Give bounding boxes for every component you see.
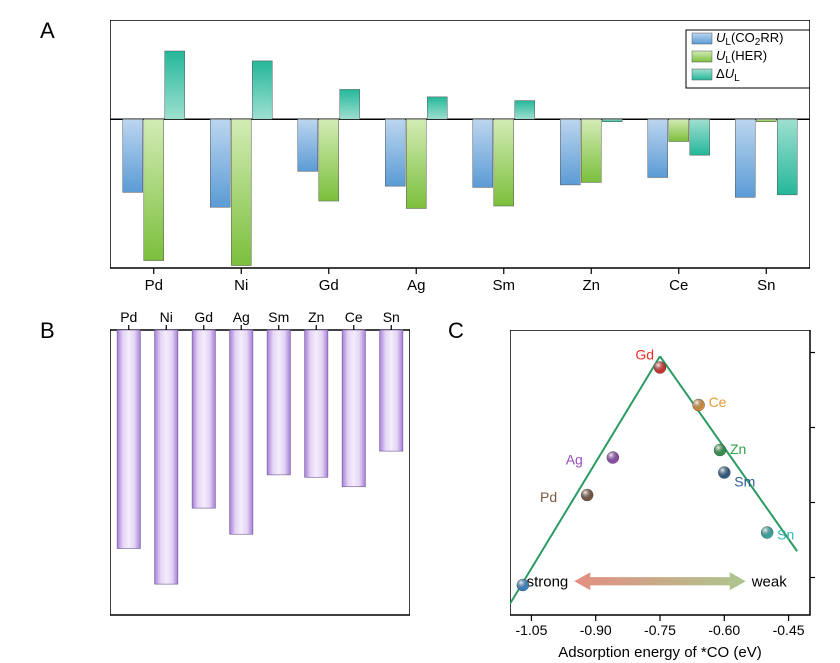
svg-text:Sn: Sn bbox=[777, 527, 794, 543]
bar bbox=[155, 330, 178, 584]
svg-text:Ce: Ce bbox=[709, 394, 727, 410]
svg-text:-0.90: -0.90 bbox=[580, 622, 612, 638]
svg-text:Pd: Pd bbox=[145, 277, 163, 294]
scatter-point bbox=[607, 452, 619, 464]
svg-text:weak: weak bbox=[751, 573, 788, 590]
bar bbox=[602, 119, 622, 121]
svg-text:Ce: Ce bbox=[345, 309, 363, 325]
scatter-point bbox=[654, 362, 666, 374]
bar bbox=[690, 119, 710, 155]
panel-a-chart: -1.2-0.8-0.40.00.40.8UL (V vs. RHE)PdNiG… bbox=[110, 20, 810, 296]
bar bbox=[756, 119, 776, 121]
scatter-point bbox=[581, 489, 593, 501]
bar bbox=[735, 119, 755, 197]
panel-b-chart: -1.2-1.0-0.8-0.6-0.4-0.2-0.0Adsorption e… bbox=[110, 308, 410, 623]
svg-text:Sm: Sm bbox=[493, 277, 516, 294]
svg-text:Gd: Gd bbox=[319, 277, 339, 294]
bar bbox=[144, 119, 164, 260]
bar bbox=[267, 330, 290, 475]
svg-text:Sn: Sn bbox=[757, 277, 775, 294]
bar bbox=[117, 330, 140, 549]
panel-a-label: A bbox=[40, 18, 55, 44]
svg-text:Ni: Ni bbox=[160, 309, 173, 325]
bar bbox=[340, 89, 360, 119]
svg-text:Ag: Ag bbox=[566, 452, 583, 468]
svg-text:Gd: Gd bbox=[194, 309, 213, 325]
bar bbox=[342, 330, 365, 487]
bar bbox=[560, 119, 580, 185]
bar bbox=[515, 101, 535, 120]
scatter-point bbox=[714, 444, 726, 456]
svg-text:Ce: Ce bbox=[669, 277, 688, 294]
strength-arrow bbox=[574, 572, 745, 590]
bar bbox=[385, 119, 405, 186]
panel-c-label: C bbox=[448, 318, 464, 344]
svg-text:Gd: Gd bbox=[635, 347, 654, 363]
panel-b-label: B bbox=[40, 318, 55, 344]
bar bbox=[319, 119, 339, 201]
bar bbox=[427, 97, 447, 119]
svg-text:-1.05: -1.05 bbox=[515, 622, 547, 638]
svg-text:Zn: Zn bbox=[730, 441, 746, 457]
svg-text:UL(CO2RR): UL(CO2RR) bbox=[716, 30, 783, 48]
svg-text:Pd: Pd bbox=[540, 489, 557, 505]
bar bbox=[494, 119, 514, 206]
scatter-point bbox=[693, 399, 705, 411]
scatter-point bbox=[718, 467, 730, 479]
bar bbox=[581, 119, 601, 182]
figure-container: A B C -1.2-0.8-0.40.00.40.8UL (V vs. RHE… bbox=[0, 0, 840, 653]
svg-text:Zn: Zn bbox=[582, 277, 600, 294]
svg-text:UL(HER): UL(HER) bbox=[716, 48, 767, 66]
svg-text:Ag: Ag bbox=[407, 277, 425, 294]
svg-text:Sm: Sm bbox=[268, 309, 289, 325]
bar bbox=[305, 330, 328, 477]
svg-text:strong: strong bbox=[527, 573, 569, 590]
bar bbox=[192, 330, 215, 508]
bar bbox=[406, 119, 426, 208]
svg-text:ΔUL: ΔUL bbox=[716, 66, 740, 84]
svg-text:-0.75: -0.75 bbox=[644, 622, 676, 638]
bar bbox=[648, 119, 668, 177]
svg-text:Zn: Zn bbox=[308, 309, 324, 325]
bar bbox=[669, 119, 689, 141]
scatter-point bbox=[517, 579, 529, 591]
panel-c-chart: -0.7-0.6-0.5-0.4-1.05-0.90-0.75-0.60-0.4… bbox=[510, 330, 820, 663]
bar bbox=[380, 330, 403, 451]
bar bbox=[210, 119, 230, 207]
svg-text:Ni: Ni bbox=[234, 277, 248, 294]
bar bbox=[230, 330, 253, 534]
svg-text:Pd: Pd bbox=[120, 309, 137, 325]
bar bbox=[123, 119, 143, 192]
bar bbox=[473, 119, 493, 187]
bar bbox=[165, 51, 185, 119]
bar bbox=[298, 119, 318, 171]
bar bbox=[231, 119, 251, 265]
bar bbox=[252, 61, 272, 119]
svg-text:Ag: Ag bbox=[233, 309, 250, 325]
svg-text:Sm: Sm bbox=[734, 474, 755, 490]
svg-text:Sn: Sn bbox=[383, 309, 400, 325]
scatter-point bbox=[761, 527, 773, 539]
svg-text:-0.60: -0.60 bbox=[708, 622, 740, 638]
bar bbox=[777, 119, 797, 195]
svg-text:-0.45: -0.45 bbox=[773, 622, 805, 638]
